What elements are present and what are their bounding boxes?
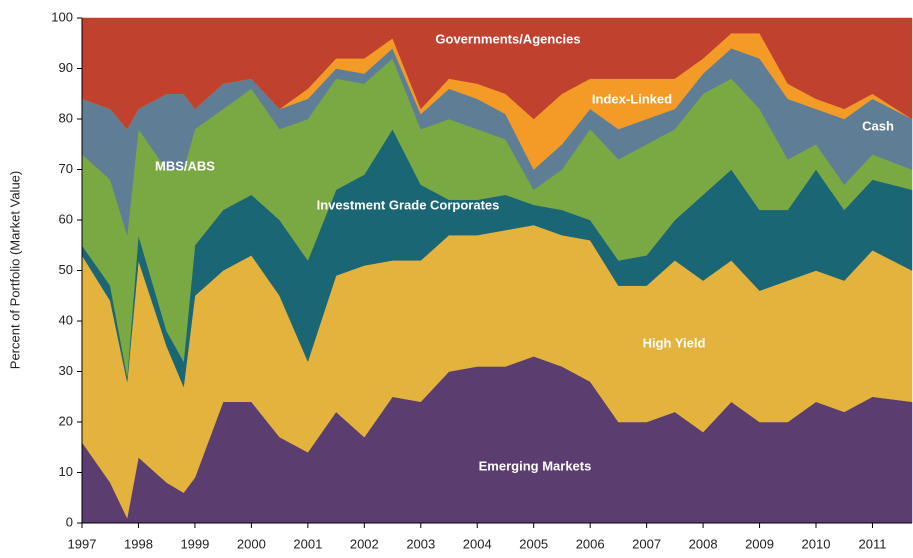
x-tick-label: 2001 (293, 536, 322, 551)
area (81, 17, 913, 130)
area-label: MBS/ABS (155, 158, 215, 173)
y-axis-label: Percent of Portfolio (Market Value) (7, 171, 22, 369)
x-tick-label: 2009 (745, 536, 774, 551)
area-label: Investment Grade Corporates (317, 197, 500, 212)
x-tick-label: 2004 (463, 536, 492, 551)
y-tick-label: 50 (59, 262, 73, 277)
y-tick-label: 40 (59, 312, 73, 327)
y-tick-label: 70 (59, 161, 73, 176)
x-tick-label: 2005 (519, 536, 548, 551)
y-tick-label: 20 (59, 413, 73, 428)
y-tick-label: 0 (66, 514, 73, 529)
x-tick-label: 2003 (406, 536, 435, 551)
x-tick-label: 1997 (68, 536, 97, 551)
x-tick-label: 1998 (124, 536, 153, 551)
x-tick-label: 2000 (237, 536, 266, 551)
area-label: High Yield (643, 335, 706, 350)
x-tick-label: 2008 (689, 536, 718, 551)
x-tick-label: 1999 (180, 536, 209, 551)
area-label: Cash (862, 118, 894, 133)
area-label: Governments/Agencies (435, 31, 580, 46)
y-tick-label: 60 (59, 211, 73, 226)
x-tick-label: 2011 (858, 536, 886, 551)
y-tick-label: 100 (51, 9, 73, 24)
area-label: Emerging Markets (479, 458, 592, 473)
y-tick-label: 90 (59, 60, 73, 75)
x-tick-label: 2006 (576, 536, 605, 551)
y-tick-label: 80 (59, 110, 73, 125)
x-tick-label: 2002 (350, 536, 379, 551)
area-label: Index-Linked (592, 91, 672, 106)
y-tick-label: 10 (59, 464, 73, 479)
x-tick-label: 2010 (802, 536, 831, 551)
x-tick-label: 2007 (632, 536, 661, 551)
y-tick-label: 30 (59, 363, 73, 378)
